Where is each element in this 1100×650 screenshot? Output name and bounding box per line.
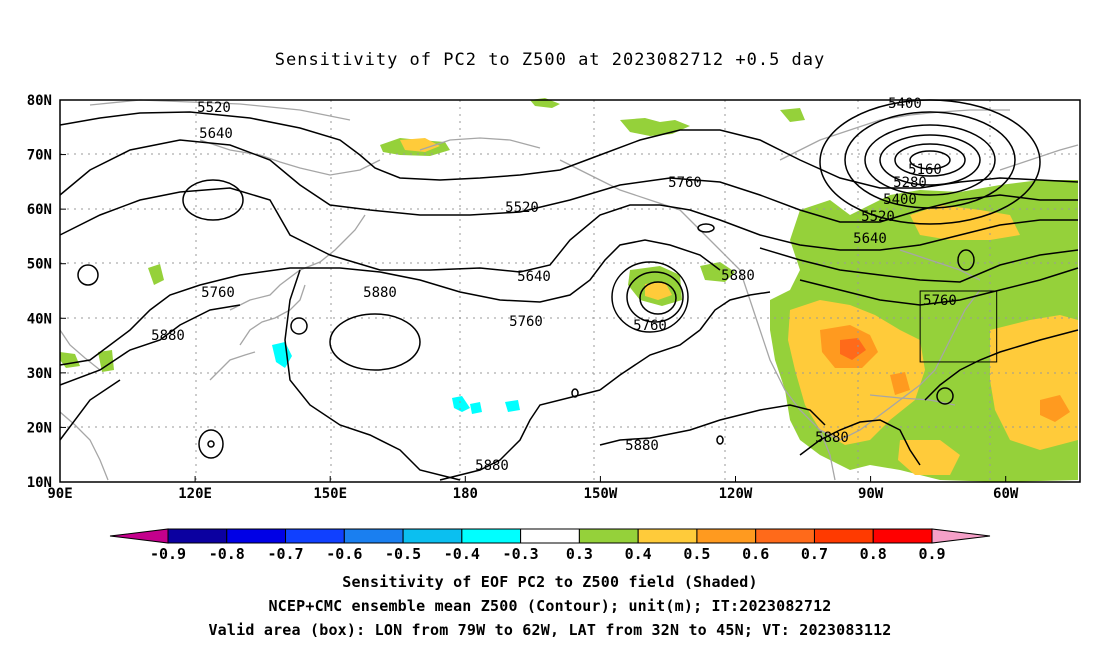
colorbar-swatch bbox=[167, 528, 228, 544]
contour-label: 5400 bbox=[883, 192, 917, 208]
lat-label: 10N bbox=[27, 475, 52, 491]
contour-label: 5640 bbox=[199, 126, 233, 142]
lat-label: 30N bbox=[27, 366, 52, 382]
colorbar-label: 0.7 bbox=[801, 545, 828, 563]
colorbar-label: -0.3 bbox=[503, 545, 539, 563]
shade-green-5 bbox=[700, 262, 735, 282]
caption-line-3: Valid area (box): LON from 79W to 62W, L… bbox=[208, 621, 892, 639]
colorbar-label: -0.6 bbox=[326, 545, 362, 563]
lon-label: 120E bbox=[178, 486, 212, 502]
colorbar-label: 0.3 bbox=[566, 545, 593, 563]
contour-label: 5760 bbox=[923, 293, 957, 309]
contour-label: 5880 bbox=[363, 285, 397, 301]
colorbar-label: 0.9 bbox=[918, 545, 945, 563]
colorbar-high-end bbox=[931, 528, 991, 544]
colorbar: -0.9 -0.8 -0.7 -0.6 -0.5 -0.4 -0.3 0.3 0.4 0.5 0.6… bbox=[109, 528, 991, 563]
lat-axis: 80N 70N 60N 50N 40N 30N 20N 10N bbox=[27, 93, 66, 491]
contour-label: 5880 bbox=[815, 430, 849, 446]
shade-cyan-1 bbox=[272, 342, 292, 368]
colorbar-swatch bbox=[520, 528, 580, 544]
colorbar-swatch bbox=[696, 528, 757, 544]
contour-label: 5280 bbox=[893, 175, 927, 191]
colorbar-label: -0.9 bbox=[150, 545, 186, 563]
lon-label: 120W bbox=[719, 486, 753, 502]
z500-contours bbox=[59, 99, 1079, 481]
sensitivity-shading bbox=[60, 98, 1078, 482]
colorbar-label: 0.4 bbox=[625, 545, 652, 563]
contour-label: 5880 bbox=[151, 328, 185, 344]
contour-label: 5520 bbox=[861, 209, 895, 225]
contour-label: 5520 bbox=[505, 200, 539, 216]
lon-label: 180 bbox=[453, 486, 478, 502]
colorbar-label: -0.7 bbox=[267, 545, 303, 563]
colorbar-swatch bbox=[343, 528, 404, 544]
contour-label: 5520 bbox=[197, 100, 231, 116]
shade-cyan-3 bbox=[470, 402, 482, 414]
lat-label: 50N bbox=[27, 257, 52, 273]
shade-cyan-4 bbox=[505, 400, 520, 412]
colorbar-label: -0.5 bbox=[385, 545, 421, 563]
lon-label: 60W bbox=[993, 486, 1019, 502]
shade-orange-3 bbox=[890, 372, 910, 395]
colorbar-swatch bbox=[226, 528, 287, 544]
shade-orange-2 bbox=[1040, 395, 1070, 422]
graticule bbox=[60, 100, 1080, 482]
lat-label: 60N bbox=[27, 202, 52, 218]
map-frame bbox=[59, 99, 1081, 483]
shade-yellow-p bbox=[645, 282, 672, 300]
colorbar-label: -0.8 bbox=[209, 545, 245, 563]
lon-label: 90E bbox=[47, 486, 72, 502]
colorbar-label: -0.4 bbox=[444, 545, 480, 563]
contour-label: 5160 bbox=[908, 162, 942, 178]
contour-label: 5760 bbox=[201, 285, 235, 301]
colorbar-swatch bbox=[285, 528, 345, 544]
lon-label: 150E bbox=[313, 486, 347, 502]
figure-title: Sensitivity of PC2 to Z500 at 2023082712… bbox=[274, 50, 826, 70]
shade-yellow-s bbox=[898, 440, 960, 475]
colorbar-swatch bbox=[872, 528, 933, 544]
lat-label: 70N bbox=[27, 148, 52, 164]
shade-cyan-2 bbox=[452, 396, 470, 412]
contour-label: 5760 bbox=[668, 175, 702, 191]
contour-label: 5640 bbox=[517, 269, 551, 285]
lat-label: 20N bbox=[27, 420, 52, 436]
colorbar-swatch bbox=[578, 528, 639, 544]
shade-green-9 bbox=[780, 108, 805, 122]
colorbar-swatch bbox=[461, 528, 522, 544]
contour-labels: 5520 5640 5760 5880 5520 5640 5760 5760 5880 5880… bbox=[151, 96, 957, 474]
contour-label: 5400 bbox=[888, 96, 922, 112]
shade-green-8 bbox=[98, 350, 114, 372]
lat-label: 40N bbox=[27, 311, 52, 327]
lon-axis: 90E 120E 150E 180 150W 120W 90W 60W bbox=[47, 476, 1019, 502]
contour-label: 5640 bbox=[853, 231, 887, 247]
shade-yellow-ak bbox=[400, 138, 440, 152]
contour-label: 5760 bbox=[633, 318, 667, 334]
caption-line-2: NCEP+CMC ensemble mean Z500 (Contour); u… bbox=[268, 597, 832, 615]
caption-line-1: Sensitivity of EOF PC2 to Z500 field (Sh… bbox=[342, 573, 758, 591]
shade-red-1 bbox=[840, 338, 866, 360]
colorbar-label: 0.5 bbox=[683, 545, 710, 563]
shade-green-6 bbox=[148, 264, 164, 285]
colorbar-swatch bbox=[637, 528, 698, 544]
lat-label: 80N bbox=[27, 93, 52, 109]
contour-label: 5760 bbox=[509, 314, 543, 330]
colorbar-swatch bbox=[755, 528, 815, 544]
lon-label: 150W bbox=[584, 486, 618, 502]
shade-green-7 bbox=[60, 352, 80, 368]
valid-area-box bbox=[919, 290, 998, 363]
colorbar-label: 0.8 bbox=[860, 545, 887, 563]
lon-label: 90W bbox=[858, 486, 884, 502]
contour-label: 5880 bbox=[475, 458, 509, 474]
colorbar-swatch bbox=[813, 528, 874, 544]
shade-green-1 bbox=[620, 118, 690, 136]
contour-label: 5880 bbox=[721, 268, 755, 284]
contour-label: 5880 bbox=[625, 438, 659, 454]
colorbar-low-end bbox=[109, 528, 169, 544]
colorbar-swatch bbox=[402, 528, 463, 544]
colorbar-label: 0.6 bbox=[742, 545, 769, 563]
